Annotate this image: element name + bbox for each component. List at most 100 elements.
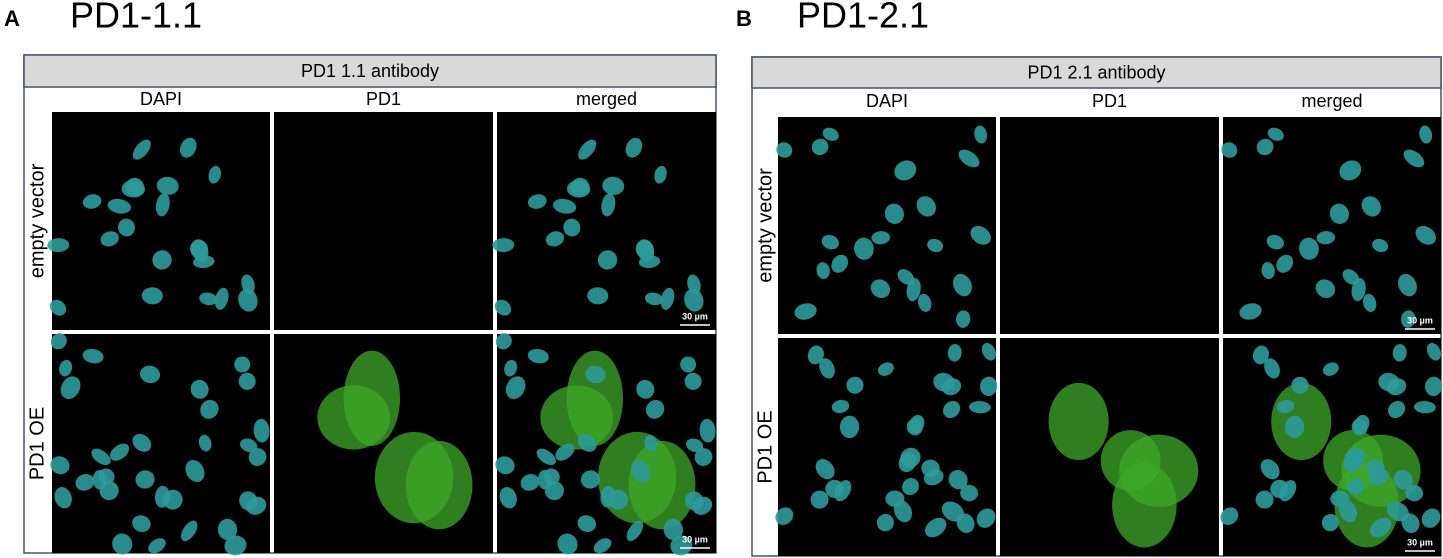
nucleus <box>885 490 905 507</box>
nucleus <box>1329 203 1349 224</box>
nucleus <box>660 287 675 310</box>
nucleus <box>1372 238 1389 253</box>
nucleus <box>527 194 547 209</box>
nucleus <box>112 533 133 555</box>
nucleus <box>1299 237 1319 260</box>
nucleus <box>253 418 270 443</box>
nucleus <box>1239 303 1262 320</box>
nucleus <box>819 358 835 379</box>
nucleus <box>825 479 844 499</box>
nucleus <box>685 438 704 453</box>
nucleus <box>545 231 565 247</box>
nucleus <box>821 234 839 250</box>
nucleus <box>1361 196 1381 217</box>
nucleus <box>898 452 917 473</box>
image-bg <box>1223 117 1441 334</box>
row-label: empty vector <box>26 163 48 278</box>
nucleus <box>587 287 609 305</box>
nucleus <box>60 376 81 400</box>
pd1-signal <box>405 440 473 530</box>
nucleus <box>815 459 835 480</box>
nucleus <box>100 231 119 247</box>
nucleus <box>636 379 655 399</box>
pd1-signal <box>1048 382 1109 461</box>
nucleus <box>1284 415 1305 439</box>
nucleus <box>670 535 693 556</box>
nucleus <box>1220 507 1239 525</box>
nucleus <box>906 418 923 436</box>
image-bg <box>1000 117 1219 334</box>
nucleus <box>831 254 849 273</box>
nucleus <box>692 496 713 515</box>
nucleus <box>1351 418 1368 436</box>
nucleus <box>1339 160 1362 181</box>
nucleus <box>854 237 874 260</box>
image-bg <box>778 117 996 334</box>
nucleus <box>1392 343 1407 362</box>
nucleus <box>1403 149 1425 168</box>
nucleus <box>948 470 968 490</box>
nucleus <box>1330 490 1350 507</box>
nucleus <box>109 443 130 461</box>
nucleus <box>1386 501 1409 522</box>
nucleus <box>1368 469 1389 486</box>
nucleus <box>645 399 665 419</box>
header-text: PD1 2.1 antibody <box>1027 62 1165 82</box>
nucleus <box>563 218 581 237</box>
nucleus <box>916 196 936 217</box>
nucleus <box>577 433 597 452</box>
nucleus <box>941 501 964 522</box>
nucleus <box>1260 459 1280 480</box>
panel-title: PD1-2.1 <box>797 0 929 36</box>
nucleus <box>924 517 947 538</box>
nucleus <box>775 507 794 525</box>
nucleus <box>154 485 170 508</box>
nucleus <box>91 448 111 466</box>
nucleus <box>1413 401 1436 414</box>
nucleus <box>246 496 267 515</box>
row-label: empty vector <box>754 168 776 283</box>
nucleus <box>536 448 556 466</box>
nucleus <box>956 310 971 328</box>
nucleus <box>1401 310 1416 328</box>
nucleus <box>577 515 597 533</box>
nucleus <box>958 149 980 168</box>
nucleus <box>644 292 663 306</box>
nucleus <box>976 508 996 528</box>
nucleus <box>593 538 612 554</box>
pd1-signal <box>1112 462 1177 548</box>
scale-bar-label: 30 µm <box>682 311 708 321</box>
nucleus <box>846 376 864 394</box>
nucleus <box>1322 362 1339 376</box>
nucleus <box>680 356 697 373</box>
pd1-signal <box>317 385 391 450</box>
nucleus <box>566 180 591 198</box>
header-text: PD1 1.1 antibody <box>301 61 439 81</box>
nucleus <box>152 250 172 270</box>
nucleus <box>50 333 67 350</box>
nucleus <box>981 342 996 361</box>
image-bg <box>52 334 270 553</box>
nucleus <box>902 478 919 496</box>
nucleus <box>50 456 70 475</box>
nucleus <box>49 299 67 316</box>
nucleus <box>248 448 267 466</box>
micrograph <box>274 112 493 330</box>
header-bar <box>23 54 717 88</box>
nucleus <box>980 376 998 397</box>
column-label: DAPI <box>866 91 908 111</box>
nucleus <box>1316 231 1336 245</box>
nucleus <box>1267 127 1284 141</box>
nucleus <box>82 348 104 364</box>
nucleus <box>148 538 166 554</box>
nucleus <box>943 400 961 419</box>
header-bar <box>751 56 1442 89</box>
nucleus <box>1255 490 1274 509</box>
nucleus <box>699 418 716 443</box>
micrograph: 30 µm <box>492 112 716 330</box>
pd1-signal <box>540 385 614 450</box>
nucleus <box>654 165 667 184</box>
nucleus <box>47 238 70 253</box>
nucleus <box>1342 269 1360 285</box>
nucleus <box>185 459 205 483</box>
